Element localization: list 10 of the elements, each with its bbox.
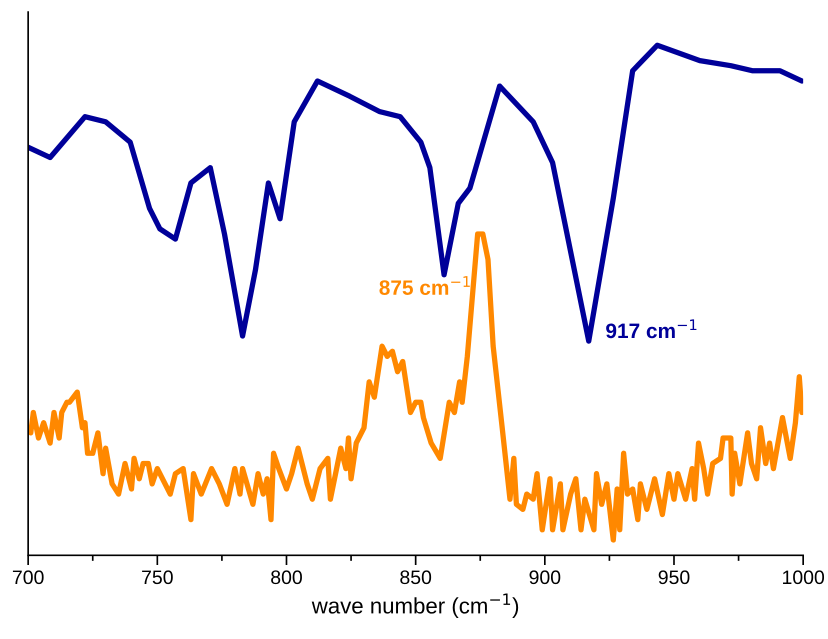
x-axis-title: wave number (cm$^{−1}$) xyxy=(312,594,518,618)
annotation: 875 cm$^{−1}$ xyxy=(379,276,470,295)
x-tick-label: 750 xyxy=(142,570,173,584)
x-tick-label: 800 xyxy=(271,570,302,584)
x-tick-label: 700 xyxy=(12,570,44,584)
x-tick-label: 900 xyxy=(530,570,560,584)
x-tick-label: 850 xyxy=(400,570,432,584)
x-tick-label: 1000 xyxy=(783,570,824,584)
x-tick-label: 950 xyxy=(658,570,690,584)
annotation: 917 cm$^{−1}$ xyxy=(606,319,696,338)
